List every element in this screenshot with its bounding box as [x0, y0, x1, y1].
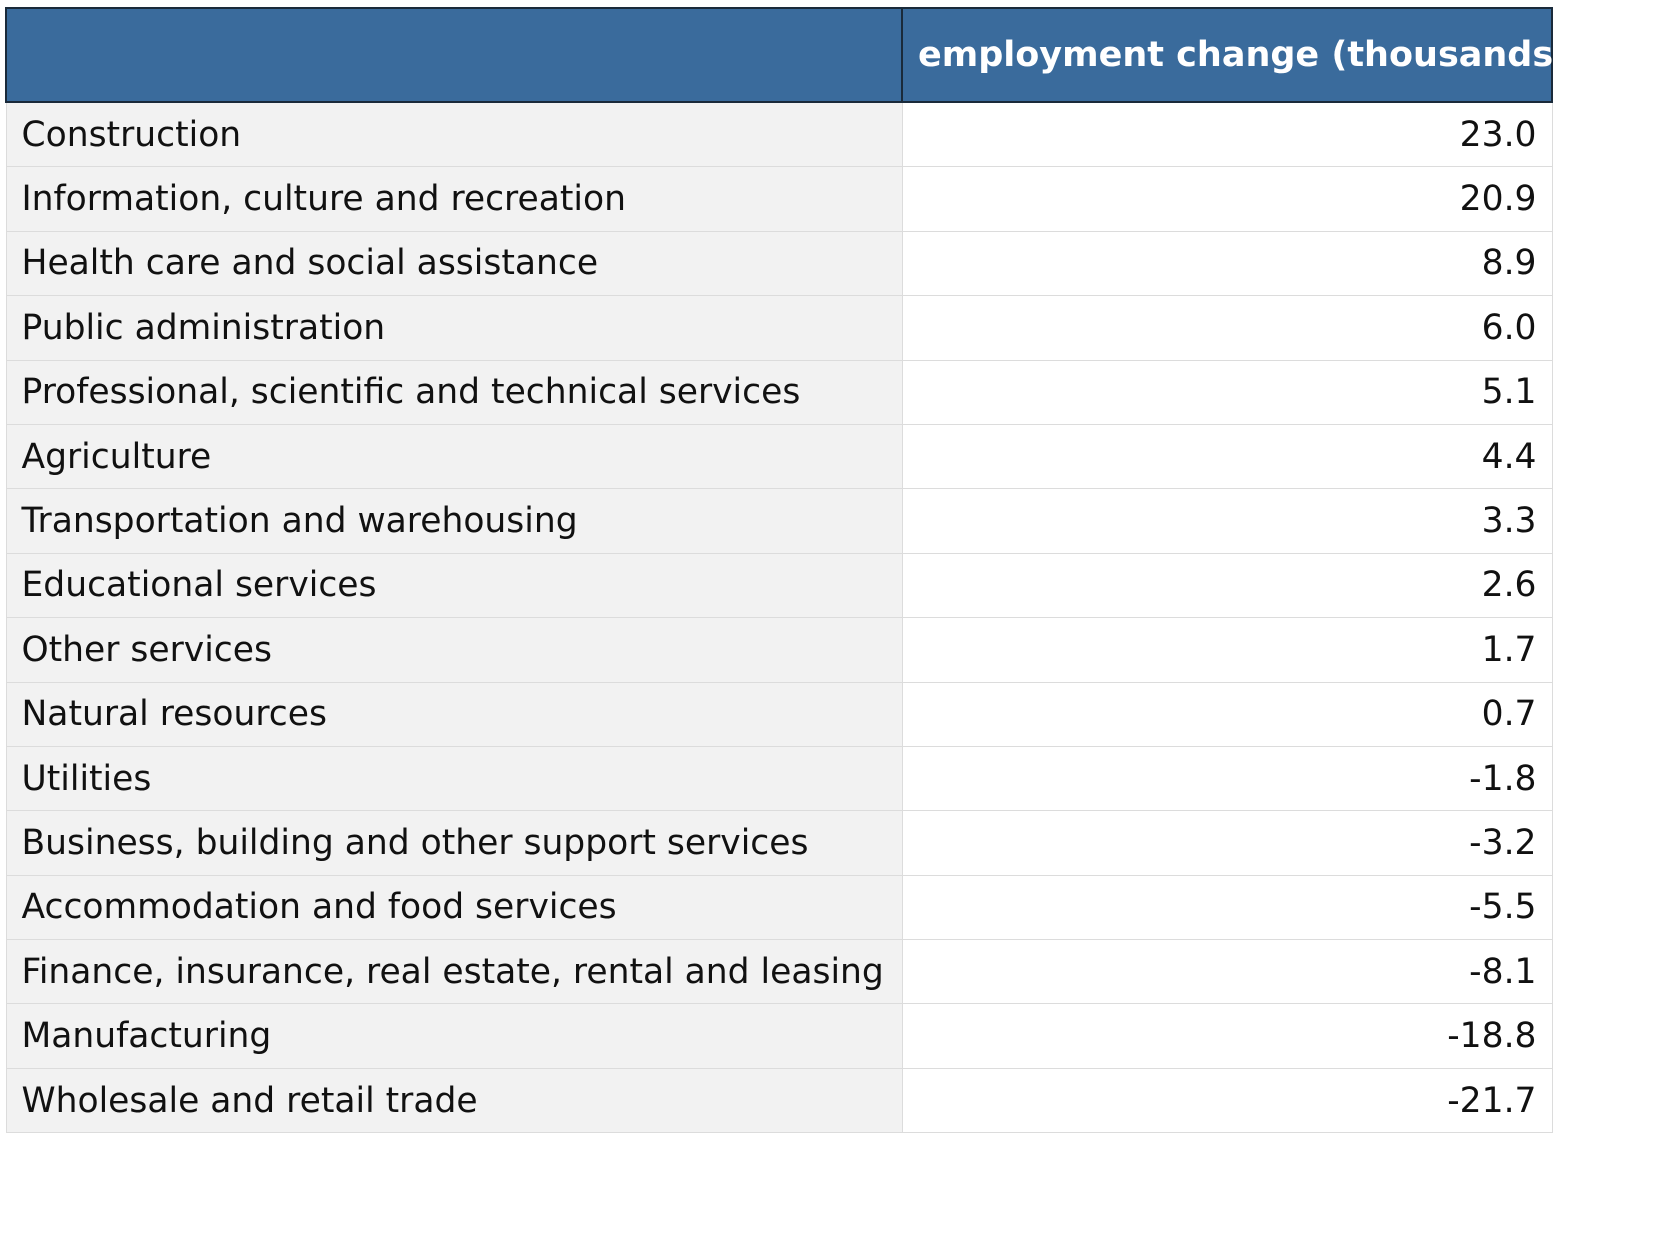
row-value-cell: -3.2 — [901, 810, 1553, 876]
row-value-cell: -1.8 — [901, 745, 1553, 812]
header-cell-value: employment change (thousands) — [901, 7, 1569, 103]
row-value-cell: 2.6 — [901, 552, 1553, 619]
row-value-cell: 8.9 — [901, 230, 1553, 297]
table-row: Other services 1.7 — [5, 617, 1553, 683]
row-label-cell: Public administration — [5, 295, 903, 361]
table-row: Manufacturing -18.8 — [5, 1003, 1553, 1069]
row-label-cell: Wholesale and retail trade — [5, 1067, 903, 1134]
table-row: Finance, insurance, real estate, rental … — [5, 939, 1553, 1005]
row-label-cell: Professional, scientific and technical s… — [5, 359, 903, 425]
row-value-cell: -8.1 — [901, 939, 1553, 1005]
table-row: Construction 23.0 — [5, 101, 1553, 168]
row-label-cell: Other services — [5, 617, 903, 683]
table-row: Information, culture and recreation 20.9 — [5, 166, 1553, 232]
table-row: Educational services 2.6 — [5, 552, 1553, 619]
row-value-cell: 20.9 — [901, 166, 1553, 232]
row-label-cell: Transportation and warehousing — [5, 488, 903, 554]
table-row: Health care and social assistance 8.9 — [5, 230, 1553, 297]
row-label-cell: Agriculture — [5, 423, 903, 490]
row-label-cell: Information, culture and recreation — [5, 166, 903, 232]
row-label-cell: Utilities — [5, 745, 903, 812]
table-row: Utilities -1.8 — [5, 745, 1553, 812]
row-label-cell: Accommodation and food services — [5, 874, 903, 941]
table-header-row: employment change (thousands) — [5, 7, 1569, 103]
row-value-cell: -21.7 — [901, 1067, 1553, 1134]
table-row: Transportation and warehousing 3.3 — [5, 488, 1553, 554]
row-value-cell: 3.3 — [901, 488, 1553, 554]
row-value-cell: 1.7 — [901, 617, 1553, 683]
row-value-cell: 4.4 — [901, 423, 1553, 490]
row-label-cell: Natural resources — [5, 681, 903, 747]
table-row: Natural resources 0.7 — [5, 681, 1553, 747]
row-value-cell: 23.0 — [901, 101, 1553, 168]
row-label-cell: Educational services — [5, 552, 903, 619]
row-label-cell: Finance, insurance, real estate, rental … — [5, 939, 903, 1005]
table-body: Construction 23.0 Information, culture and… — [5, 101, 1553, 1134]
header-cell-label — [5, 7, 903, 103]
table-row: Business, building and other support ser… — [5, 810, 1553, 876]
row-value-cell: -18.8 — [901, 1003, 1553, 1069]
table-row: Public administration 6.0 — [5, 295, 1553, 361]
row-value-cell: -5.5 — [901, 874, 1553, 941]
table-row: Professional, scientific and technical s… — [5, 359, 1553, 425]
table-row: Accommodation and food services -5.5 — [5, 874, 1553, 941]
row-label-cell: Health care and social assistance — [5, 230, 903, 297]
row-value-cell: 5.1 — [901, 359, 1553, 425]
employment-change-table: employment change (thousands) Constructi… — [5, 7, 1569, 1134]
table-row: Wholesale and retail trade -21.7 — [5, 1067, 1553, 1134]
row-value-cell: 0.7 — [901, 681, 1553, 747]
row-value-cell: 6.0 — [901, 295, 1553, 361]
row-label-cell: Manufacturing — [5, 1003, 903, 1069]
row-label-cell: Business, building and other support ser… — [5, 810, 903, 876]
row-label-cell: Construction — [5, 101, 903, 168]
table-row: Agriculture 4.4 — [5, 423, 1553, 490]
